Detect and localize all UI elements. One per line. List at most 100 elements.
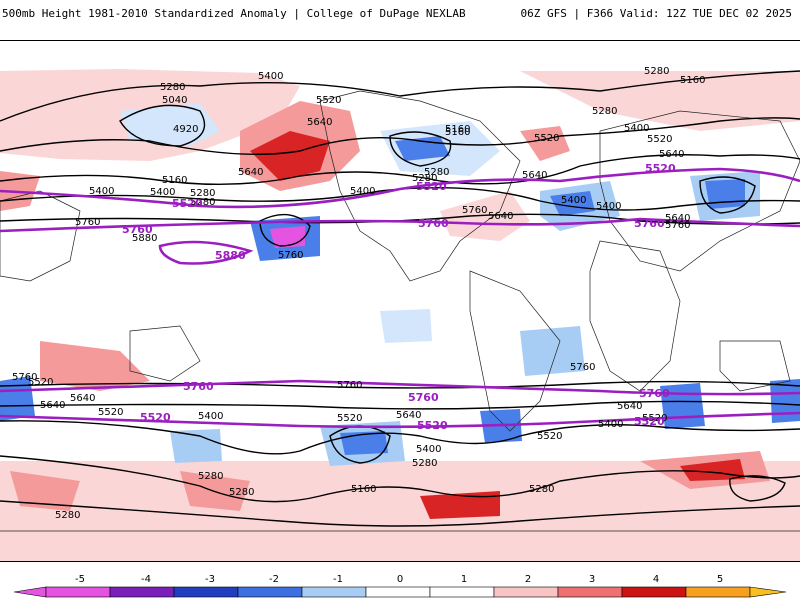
reference-contour-label: 5880 bbox=[215, 249, 246, 262]
colorbar: -5 -4 -3 -2 -1 0 1 2 3 4 5 bbox=[0, 572, 800, 600]
contour-label: 5160 bbox=[445, 124, 470, 135]
contour-label: 5160 bbox=[162, 175, 187, 186]
contour-label: 5760 bbox=[462, 205, 487, 216]
colorbar-max-arrow bbox=[749, 586, 787, 598]
colorbar-swatch bbox=[237, 586, 303, 598]
colorbar-swatch bbox=[109, 586, 175, 598]
contour-label: 5640 bbox=[659, 149, 684, 160]
reference-contour-labels: 5520 5520 5520 5760 5760 5880 5760 5760 … bbox=[122, 162, 676, 432]
contour-label: 5400 bbox=[598, 419, 623, 430]
contour-label: 5760 bbox=[570, 362, 595, 373]
contour-label: 5280 bbox=[190, 197, 215, 208]
colorbar-swatch bbox=[621, 586, 687, 598]
contour-label: 5640 bbox=[617, 401, 642, 412]
contour-label: 5760 bbox=[278, 250, 303, 261]
chart-title: 500mb Height 1981-2010 Standardized Anom… bbox=[2, 7, 466, 20]
reference-contour-label: 5520 bbox=[645, 162, 676, 175]
contour-label: 5160 bbox=[680, 75, 705, 86]
reference-contour-label: 5760 bbox=[408, 391, 439, 404]
colorbar-swatch bbox=[173, 586, 239, 598]
contour-label: 5640 bbox=[70, 393, 95, 404]
colorbar-swatch bbox=[685, 586, 751, 598]
contour-label: 5760 bbox=[337, 380, 362, 391]
reference-contour-label: 5760 bbox=[183, 380, 214, 393]
contour-label: 5520 bbox=[28, 377, 53, 388]
reference-contours bbox=[0, 167, 800, 429]
contour-label: 5280 bbox=[424, 167, 449, 178]
colorbar-tick-label: 4 bbox=[652, 574, 660, 585]
colorbar-min-arrow bbox=[13, 586, 47, 598]
contour-label: 5160 bbox=[351, 484, 376, 495]
contour-label: 5640 bbox=[307, 117, 332, 128]
contour-label: 5280 bbox=[412, 173, 437, 184]
contour-label: 5520 bbox=[537, 431, 562, 442]
contour-label: 5400 bbox=[258, 71, 283, 82]
contour-label: 4920 bbox=[173, 124, 198, 135]
contour-label: 5760 bbox=[665, 220, 690, 231]
colorbar-swatch bbox=[557, 586, 623, 598]
colorbar-tick-label: -1 bbox=[333, 574, 343, 585]
contour-label: 5400 bbox=[198, 411, 223, 422]
colorbar-tick-label: 3 bbox=[588, 574, 596, 585]
colorbar-swatch bbox=[301, 586, 367, 598]
contour-label: 5640 bbox=[665, 213, 690, 224]
contour-label: 5280 bbox=[55, 510, 80, 521]
contour-label: 5280 bbox=[412, 458, 437, 469]
reference-contour-label: 5760 bbox=[639, 387, 670, 400]
contour-label: 5040 bbox=[162, 95, 187, 106]
contour-label: 5640 bbox=[396, 410, 421, 421]
contour-label: 5880 bbox=[132, 233, 157, 244]
reference-contour-label: 5760 bbox=[634, 217, 665, 230]
contour-labels: 5400 5280 5040 4920 5520 5640 5160 5400 … bbox=[12, 66, 705, 521]
run-info: 06Z GFS | F366 Valid: 12Z TUE DEC 02 202… bbox=[520, 7, 792, 20]
contour-label: 5520 bbox=[337, 413, 362, 424]
reference-contour-label: 5760 bbox=[418, 217, 449, 230]
reference-contour-label: 5760 bbox=[122, 223, 153, 236]
contour-label: 5400 bbox=[150, 187, 175, 198]
contour-label: 5280 bbox=[160, 82, 185, 93]
height-contours bbox=[0, 70, 800, 527]
colorbar-tick-label: 2 bbox=[524, 574, 532, 585]
reference-contour-label: 5520 bbox=[140, 411, 171, 424]
contour-label: 5640 bbox=[238, 167, 263, 178]
colorbar-strip bbox=[13, 586, 787, 598]
colorbar-tick-label: 5 bbox=[716, 574, 724, 585]
map-panel: 5400 5280 5040 4920 5520 5640 5160 5400 … bbox=[0, 40, 800, 562]
contour-label: 5640 bbox=[40, 400, 65, 411]
contour-label: 5400 bbox=[89, 186, 114, 197]
contour-label: 5640 bbox=[522, 170, 547, 181]
contour-label: 5400 bbox=[350, 186, 375, 197]
colorbar-tick-label: 1 bbox=[460, 574, 468, 585]
contour-label: 5400 bbox=[624, 123, 649, 134]
contour-label: 5520 bbox=[647, 134, 672, 145]
contour-label: 5760 bbox=[12, 372, 37, 383]
contour-label: 5400 bbox=[416, 444, 441, 455]
colorbar-swatch bbox=[493, 586, 559, 598]
contour-label: 5520 bbox=[316, 95, 341, 106]
contour-label: 5280 bbox=[229, 487, 254, 498]
contour-label: 5520 bbox=[534, 133, 559, 144]
contour-label: 5640 bbox=[488, 211, 513, 222]
header: 500mb Height 1981-2010 Standardized Anom… bbox=[0, 0, 800, 30]
contour-label: 5280 bbox=[190, 188, 215, 199]
reference-contour-label: 5520 bbox=[416, 180, 447, 193]
contour-label: 5520 bbox=[98, 407, 123, 418]
contour-label: 5400 bbox=[561, 195, 586, 206]
reference-contour-label: 5520 bbox=[634, 415, 665, 428]
colorbar-swatch bbox=[45, 586, 111, 598]
colorbar-tick-label: -5 bbox=[75, 574, 85, 585]
contour-label: 5160 bbox=[445, 127, 470, 138]
contour-label: 5520 bbox=[642, 413, 667, 424]
contour-label: 5280 bbox=[644, 66, 669, 77]
reference-contour-label: 5520 bbox=[172, 197, 203, 210]
colorbar-tick-label: -4 bbox=[141, 574, 151, 585]
contour-label: 5280 bbox=[198, 471, 223, 482]
colorbar-swatch bbox=[429, 586, 495, 598]
contour-label: 5280 bbox=[529, 484, 554, 495]
contour-label: 5280 bbox=[592, 106, 617, 117]
colorbar-tick-label: -2 bbox=[269, 574, 279, 585]
contour-label: 5760 bbox=[75, 217, 100, 228]
contour-label: 5400 bbox=[596, 201, 621, 212]
reference-contour-label: 5520 bbox=[417, 419, 448, 432]
colorbar-tick-label: -3 bbox=[205, 574, 215, 585]
